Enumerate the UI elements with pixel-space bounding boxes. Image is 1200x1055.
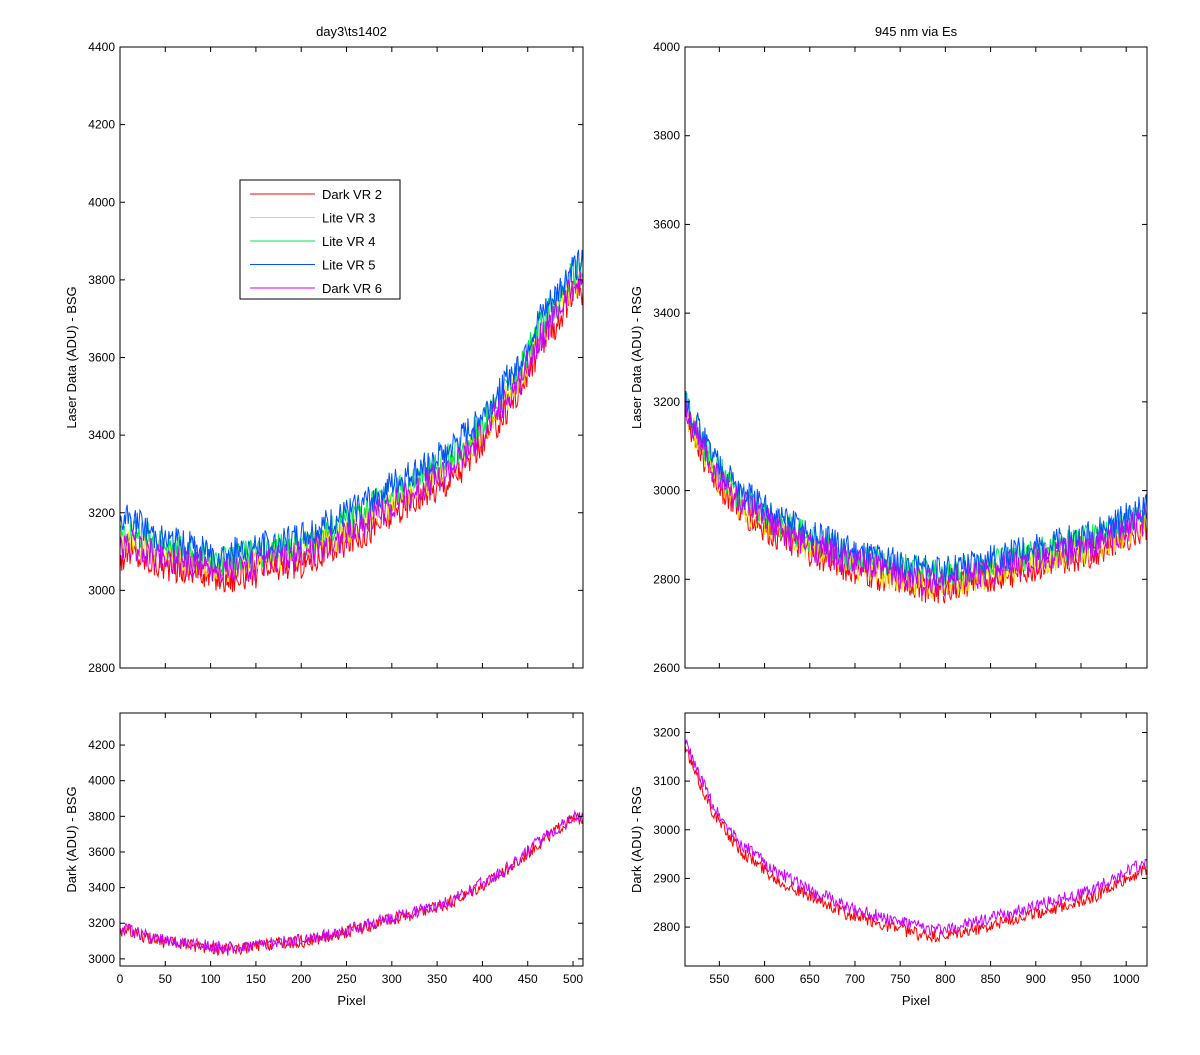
y-tick-label: 3200 bbox=[88, 916, 115, 930]
x-tick-label: 50 bbox=[159, 972, 173, 986]
chart-title: day3\ts1402 bbox=[316, 24, 387, 39]
series-line-dark-vr-6 bbox=[120, 809, 583, 955]
series-line-dark-vr-2 bbox=[685, 744, 1147, 944]
y-tick-label: 3400 bbox=[88, 428, 115, 442]
y-tick-label: 4000 bbox=[88, 774, 115, 788]
y-tick-label: 4000 bbox=[653, 40, 680, 54]
plot-frame bbox=[119, 712, 584, 967]
y-tick-label: 3000 bbox=[653, 823, 680, 837]
x-tick-label: 500 bbox=[563, 972, 583, 986]
y-tick-label: 3200 bbox=[653, 725, 680, 739]
x-tick-label: 450 bbox=[518, 972, 538, 986]
chart-top-left: 2800 3000 3200 3400 3600 3800 4000 4200 4400 day3… bbox=[64, 24, 584, 675]
y-tick-label: 3600 bbox=[88, 845, 115, 859]
legend-label: Lite VR 5 bbox=[322, 258, 375, 273]
series-group bbox=[685, 390, 1147, 604]
x-tick-label: 750 bbox=[890, 972, 910, 986]
x-axis-label: Pixel bbox=[902, 993, 930, 1008]
chart-bottom-right: 550 600 650 700 750 800 850 900 950 1000 2800 2900 3… bbox=[629, 712, 1148, 1008]
x-axis-label: Pixel bbox=[337, 993, 365, 1008]
chart-bottom-left: 0 50 100 150 200 250 300 350 400 450 500 3000 3200 34… bbox=[64, 712, 584, 1008]
series-line-dark-vr-6 bbox=[685, 399, 1147, 597]
series-group bbox=[685, 738, 1147, 944]
y-tick-label: 3200 bbox=[88, 506, 115, 520]
y-tick-label: 3000 bbox=[653, 484, 680, 498]
x-tick-label: 100 bbox=[201, 972, 221, 986]
y-tick-label: 3000 bbox=[88, 952, 115, 966]
x-tick-label: 550 bbox=[709, 972, 729, 986]
legend-label: Dark VR 6 bbox=[322, 281, 382, 296]
legend-label: Lite VR 4 bbox=[322, 234, 375, 249]
x-tick-label: 250 bbox=[337, 972, 357, 986]
y-axis-label: Dark (ADU) - RSG bbox=[629, 786, 644, 893]
y-tick-label: 4200 bbox=[88, 738, 115, 752]
series-group bbox=[120, 809, 583, 957]
y-tick-label: 3600 bbox=[88, 351, 115, 365]
y-tick-label: 4200 bbox=[88, 118, 115, 132]
y-tick-label: 2800 bbox=[653, 920, 680, 934]
x-tick-label: 1000 bbox=[1113, 972, 1140, 986]
x-tick-label: 0 bbox=[117, 972, 124, 986]
legend-label: Dark VR 2 bbox=[322, 187, 382, 202]
legend-label: Lite VR 3 bbox=[322, 211, 375, 226]
x-tick-label: 400 bbox=[472, 972, 492, 986]
y-tick-label: 2800 bbox=[653, 572, 680, 586]
legend-box bbox=[239, 179, 401, 300]
y-axis-label: Laser Data (ADU) - BSG bbox=[64, 286, 79, 428]
y-tick-label: 2800 bbox=[88, 661, 115, 675]
chart-top-right: 2600 2800 3000 3200 3400 3600 3800 4000 945 nm v… bbox=[629, 24, 1148, 675]
y-tick-label: 3800 bbox=[88, 273, 115, 287]
y-tick-label: 3400 bbox=[88, 881, 115, 895]
y-tick-label: 3400 bbox=[653, 306, 680, 320]
plot-frame bbox=[684, 712, 1148, 967]
x-tick-label: 850 bbox=[981, 972, 1001, 986]
y-tick-label: 3600 bbox=[653, 217, 680, 231]
y-tick-label: 3100 bbox=[653, 774, 680, 788]
x-tick-label: 200 bbox=[291, 972, 311, 986]
y-tick-label: 3000 bbox=[88, 583, 115, 597]
series-line-lite-vr-4 bbox=[685, 392, 1147, 588]
series-line-lite-vr-5 bbox=[120, 249, 583, 570]
plot-area bbox=[119, 712, 584, 967]
y-tick-label: 3800 bbox=[88, 809, 115, 823]
x-tick-label: 650 bbox=[800, 972, 820, 986]
x-tick-label: 300 bbox=[382, 972, 402, 986]
legend: Dark VR 2 Lite VR 3 Lite VR 4 Lite VR 5 Dark… bbox=[239, 179, 401, 300]
series-line-dark-vr-6 bbox=[685, 738, 1147, 937]
y-axis-label: Dark (ADU) - BSG bbox=[64, 786, 79, 892]
plot-frame bbox=[684, 46, 1148, 669]
y-tick-label: 4000 bbox=[88, 195, 115, 209]
x-tick-label: 600 bbox=[755, 972, 775, 986]
series-line-dark-vr-6 bbox=[120, 271, 583, 583]
x-tick-label: 350 bbox=[427, 972, 447, 986]
x-tick-label: 950 bbox=[1071, 972, 1091, 986]
y-tick-label: 3800 bbox=[653, 129, 680, 143]
x-tick-label: 700 bbox=[845, 972, 865, 986]
x-tick-label: 900 bbox=[1026, 972, 1046, 986]
x-tick-label: 150 bbox=[246, 972, 266, 986]
series-group bbox=[120, 249, 583, 593]
series-line-lite-vr-3 bbox=[120, 271, 583, 583]
x-tick-label: 800 bbox=[935, 972, 955, 986]
y-tick-label: 2600 bbox=[653, 661, 680, 675]
y-axis-label: Laser Data (ADU) - RSG bbox=[629, 286, 644, 429]
chart-title: 945 nm via Es bbox=[875, 24, 958, 39]
y-tick-label: 4400 bbox=[88, 40, 115, 54]
y-tick-label: 3200 bbox=[653, 395, 680, 409]
y-tick-label: 2900 bbox=[653, 871, 680, 885]
